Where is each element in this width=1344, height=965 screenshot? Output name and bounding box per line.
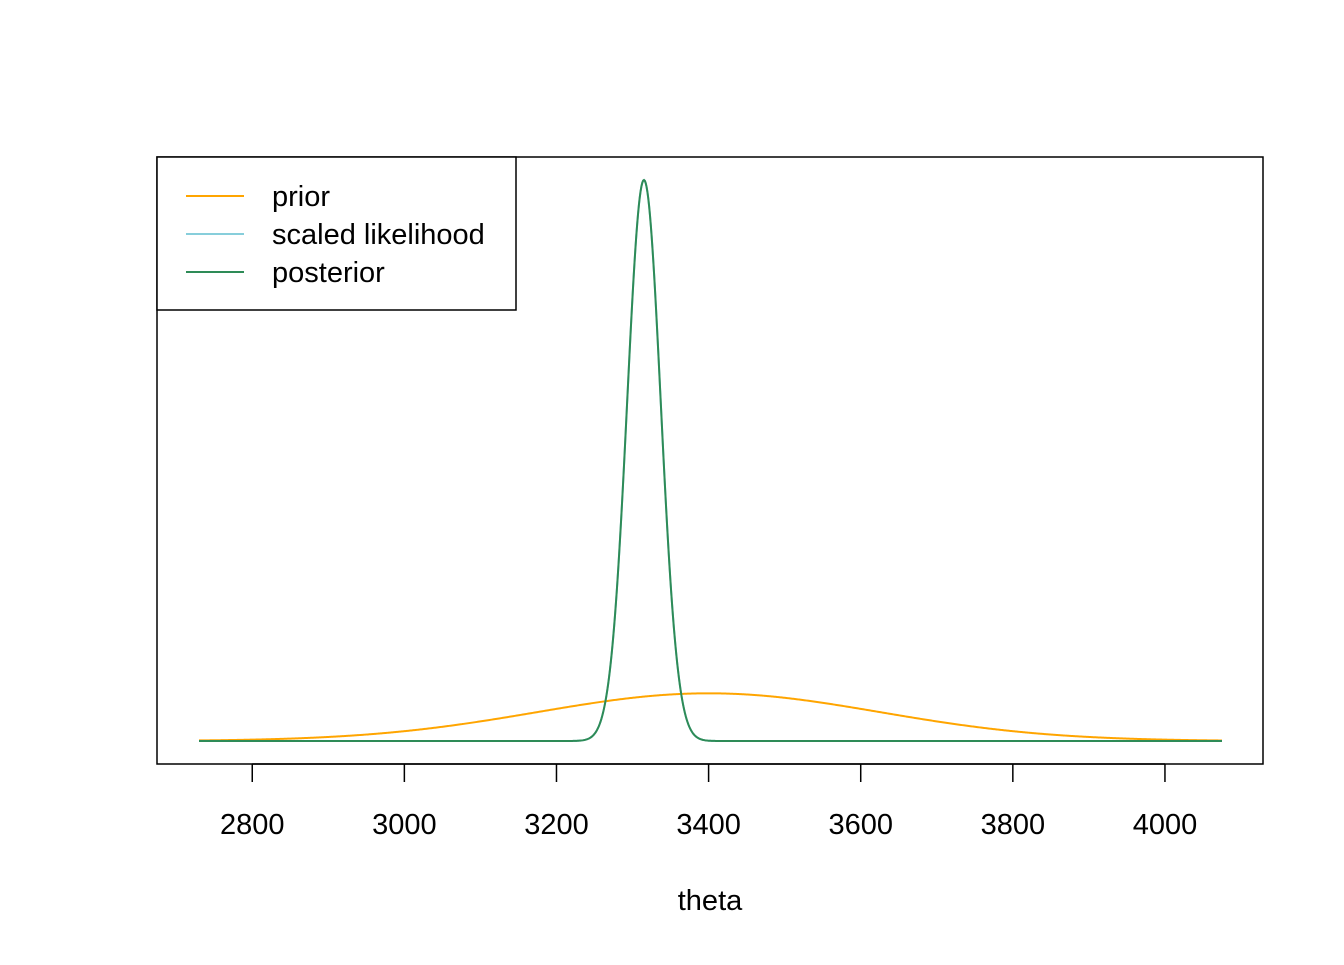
legend-label-posterior: posterior <box>272 257 385 289</box>
series-layer <box>199 178 1223 742</box>
x-tick-label: 4000 <box>1133 809 1198 841</box>
legend-label-scaled-likelihood: scaled likelihood <box>272 219 485 251</box>
x-axis-title: theta <box>678 885 743 917</box>
series-line-posterior <box>199 178 1222 742</box>
x-ticks: 2800 3000 3200 3400 3600 3800 4000 <box>220 764 1197 841</box>
x-tick-label: 2800 <box>220 809 285 841</box>
legend-label-prior: prior <box>272 181 330 213</box>
x-tick-label: 3000 <box>372 809 437 841</box>
x-tick-label: 3200 <box>524 809 589 841</box>
x-tick-label: 3600 <box>828 809 893 841</box>
x-tick-label: 3400 <box>676 809 741 841</box>
series-line-prior <box>199 692 1223 742</box>
legend-items: prior scaled likelihood posterior <box>186 181 485 289</box>
legend: prior scaled likelihood posterior <box>156 156 517 311</box>
x-tick-label: 3800 <box>981 809 1046 841</box>
